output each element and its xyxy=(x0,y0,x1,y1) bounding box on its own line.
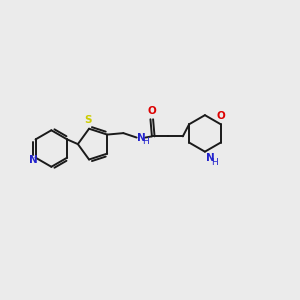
Text: N: N xyxy=(206,153,215,163)
Text: H: H xyxy=(212,158,218,166)
Text: N: N xyxy=(29,155,38,165)
Text: O: O xyxy=(147,106,156,116)
Text: H: H xyxy=(142,136,149,146)
Text: S: S xyxy=(85,115,92,125)
Text: N: N xyxy=(137,133,146,142)
Text: O: O xyxy=(216,111,225,121)
